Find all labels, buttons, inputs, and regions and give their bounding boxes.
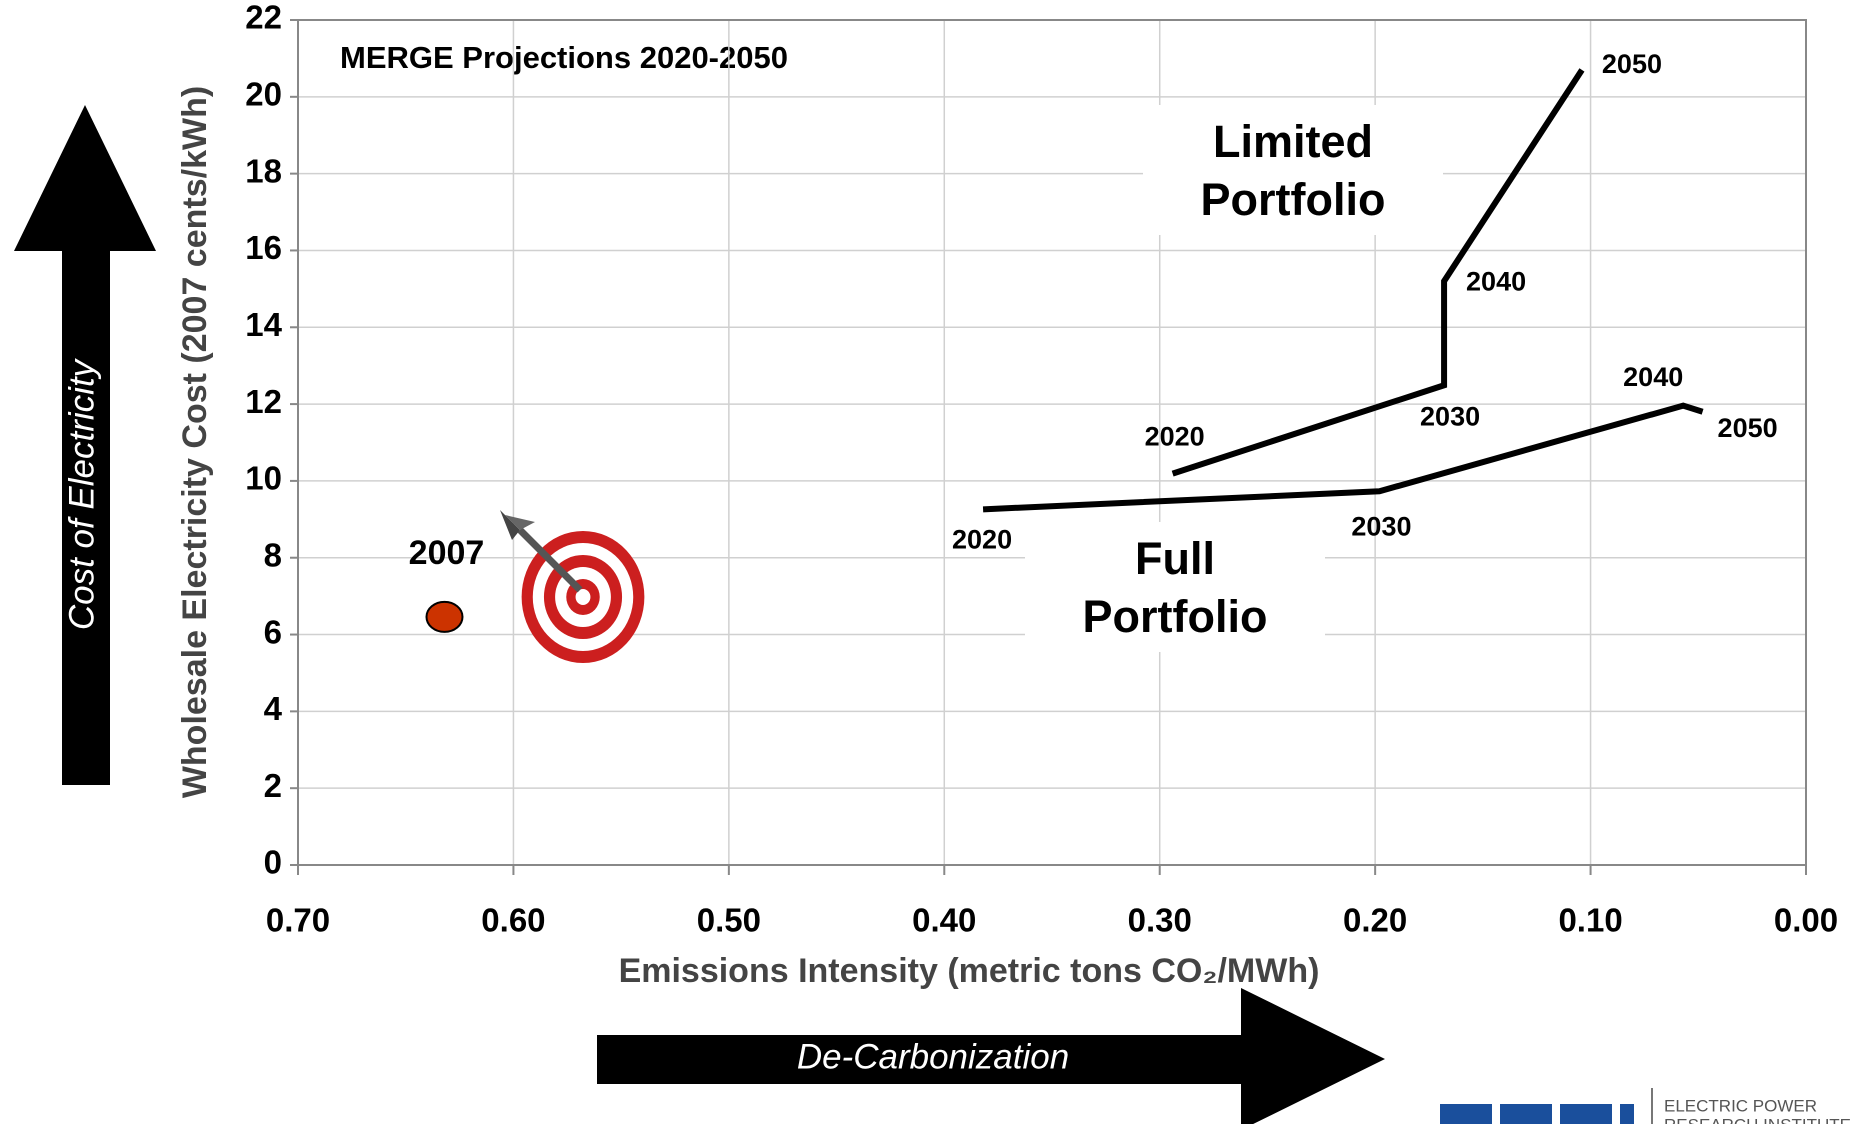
series-line <box>982 402 1704 513</box>
x-tick-label: 0.10 <box>1558 902 1622 939</box>
y-tick-label: 16 <box>245 229 282 266</box>
series-name-bg <box>1143 105 1443 235</box>
logo-mark <box>1620 1104 1634 1124</box>
y-tick-label: 20 <box>245 76 282 113</box>
point-label: 2007 <box>409 534 485 572</box>
y-tick-label: 4 <box>264 690 283 727</box>
y-tick-label: 14 <box>245 306 282 343</box>
point-label: 2020 <box>952 524 1012 554</box>
x-tick-label: 0.30 <box>1128 902 1192 939</box>
series-name-bg <box>1025 522 1325 652</box>
y-tick-label: 2 <box>264 767 282 804</box>
x-tick-label: 0.40 <box>912 902 976 939</box>
decarbonization-arrow-label: De-Carbonization <box>797 1037 1069 1076</box>
point-label: 2020 <box>1145 422 1205 452</box>
series-name: Limited Portfolio <box>1201 116 1386 225</box>
logo-text: RESEARCH INSTITUTE <box>1664 1115 1851 1124</box>
point-label: 2040 <box>1466 266 1526 296</box>
logo-text: ELECTRIC POWER <box>1664 1096 1817 1115</box>
y-axis-title: Wholesale Electricity Cost (2007 cents/k… <box>176 86 214 798</box>
y-tick-label: 8 <box>264 536 282 573</box>
x-tick-label: 0.60 <box>481 902 545 939</box>
point-label: 2050 <box>1602 49 1662 79</box>
cost-arrow <box>14 105 156 785</box>
x-axis-title: Emissions Intensity (metric tons CO₂/MWh… <box>619 952 1320 990</box>
y-tick-label: 10 <box>245 460 282 497</box>
y-tick-label: 18 <box>245 152 282 189</box>
point-label: 2030 <box>1420 401 1480 431</box>
dart <box>517 527 583 593</box>
logo: ELECTRIC POWER RESEARCH INSTITUTE <box>1440 1088 1851 1124</box>
logo-mark <box>1440 1104 1492 1124</box>
dart-fin <box>500 510 520 540</box>
y-tick-label: 0 <box>264 844 282 881</box>
plot-frame <box>297 19 1807 866</box>
logo-mark <box>1500 1104 1552 1124</box>
x-tick-label: 0.00 <box>1774 902 1838 939</box>
y-tick-label: 6 <box>264 613 282 650</box>
chart-title: MERGE Projections 2020-2050 <box>340 40 788 75</box>
y-tick-label: 12 <box>245 383 282 420</box>
point-label: 2040 <box>1623 362 1683 392</box>
x-tick-label: 0.50 <box>697 902 761 939</box>
cost-arrow-label: Cost of Electricity <box>62 357 101 630</box>
point-label: 2050 <box>1718 413 1778 443</box>
logo-mark <box>1560 1104 1612 1124</box>
point-label: 2030 <box>1351 511 1411 541</box>
target-ring <box>575 589 591 605</box>
series-line <box>1171 68 1585 477</box>
y-tick-label: 22 <box>245 0 282 36</box>
x-tick-label: 0.20 <box>1343 902 1407 939</box>
point <box>425 600 464 633</box>
series-name: Full Portfolio <box>1083 533 1268 642</box>
target-icon <box>500 510 645 663</box>
x-tick-label: 0.70 <box>266 902 330 939</box>
decarbonization-arrow <box>597 988 1385 1124</box>
dart-fin <box>505 515 535 530</box>
